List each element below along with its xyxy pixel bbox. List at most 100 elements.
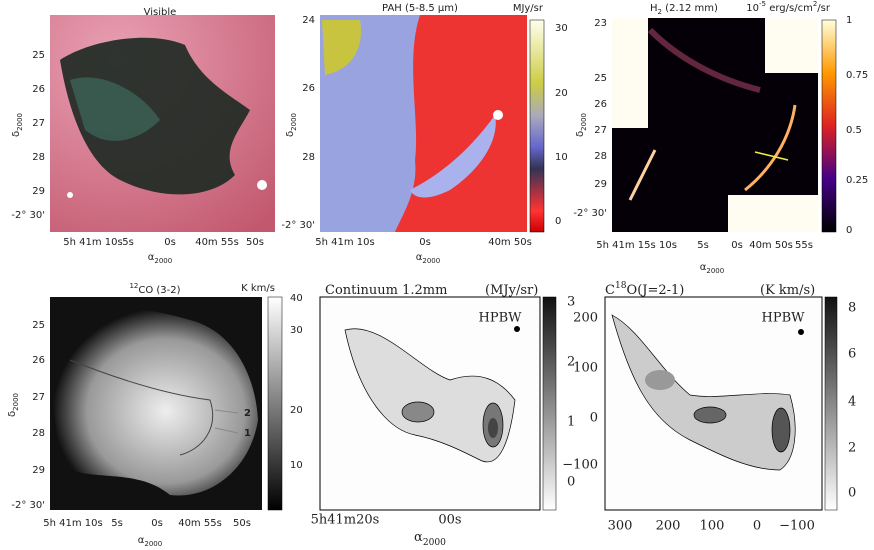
x-label-part: 2000 — [423, 538, 446, 548]
colorbar-tick-label: 0.5 — [846, 125, 862, 136]
y-label: δ2000 — [7, 393, 20, 417]
x-label-part: α — [148, 252, 155, 263]
y-tick-label: 26 — [594, 99, 607, 110]
y-tick-label: 25 — [594, 73, 607, 84]
colorbar-tick-label: 10 — [555, 152, 568, 163]
unit-part: 10 — [746, 3, 759, 14]
colorbar-tick-label: 3 — [567, 295, 575, 310]
y-tick-label: -2° 30' — [11, 210, 45, 221]
y-tick-label: 29 — [594, 179, 607, 190]
y-tick-label: 200 — [573, 311, 598, 326]
x-label: α2000 — [138, 535, 162, 548]
unit-part: /sr — [817, 3, 831, 14]
x-label-part: α — [416, 252, 423, 263]
h2-image — [612, 18, 818, 232]
title-part: H — [650, 3, 658, 14]
colorbar-tick-label: 2 — [848, 441, 856, 456]
colorbar-tick-label: 10 — [290, 460, 303, 471]
x-label: α2000 — [700, 262, 724, 275]
colorbar-tick-label: 40 — [290, 293, 303, 304]
x-tick-label: 00s — [438, 513, 461, 528]
x-tick-label: 50s — [233, 518, 251, 529]
x-tick-label: 5h 41m 10s — [63, 237, 122, 248]
x-tick-label: 0s — [164, 237, 176, 248]
unit-part: -5 — [759, 0, 766, 8]
x-tick-label: 5h 41m 15s — [596, 240, 655, 251]
unit-part: MJy/sr — [513, 3, 544, 14]
x-label-part: 2000 — [422, 257, 440, 265]
unit-part: (MJy/sr) — [485, 283, 538, 298]
title: Continuum 1.2mm — [325, 283, 447, 298]
title: 12CO (3-2) — [129, 282, 180, 296]
x-tick-label: 5h 41m 10s — [315, 237, 374, 248]
x-tick-label: 100 — [700, 519, 725, 534]
x-tick-label: 200 — [656, 519, 681, 534]
x-tick-label: 0s — [151, 518, 163, 529]
y-tick-label: 28 — [302, 152, 315, 163]
x-tick-label: 40m 55s — [195, 237, 239, 248]
x-label-part: 2000 — [144, 540, 162, 548]
title-part: (2.12 mm) — [662, 3, 718, 14]
y-tick-label: 27 — [32, 118, 45, 129]
colorbar-tick-label: 2 — [567, 355, 575, 370]
y-tick-label: 28 — [32, 152, 45, 163]
y-label-part: 2000 — [580, 113, 588, 131]
title-part: CO (3-2) — [138, 285, 180, 296]
colorbar-tick-label: 8 — [848, 301, 856, 316]
title: PAH (5-8.5 µm) — [382, 3, 458, 14]
title-part: Continuum 1.2mm — [325, 283, 447, 298]
y-tick-label: 28 — [594, 151, 607, 162]
title-part: 18 — [615, 281, 627, 291]
colorbar-tick-label: 20 — [555, 88, 568, 99]
y-label-wrap: δ2000 — [7, 393, 20, 417]
x-tick-label: 0 — [753, 519, 761, 534]
title: C18O(J=2-1) — [605, 281, 684, 298]
y-tick-label: 25 — [32, 50, 45, 61]
x-label: α2000 — [414, 530, 446, 548]
colorbar-tick-label: 4 — [848, 395, 856, 410]
panel: C18O(J=2-1) (K km/s) 200 100 0 −100 300 200 100 0… — [562, 281, 856, 534]
title-part: Visible — [144, 7, 177, 18]
unit: K km/s — [241, 283, 275, 294]
unit: (MJy/sr) — [485, 283, 538, 298]
x-tick-label: 55s — [795, 240, 813, 251]
x-label-part: 2000 — [154, 257, 172, 265]
c18o-image — [604, 296, 823, 511]
colorbar-tick-label: 1 — [846, 15, 852, 26]
unit-part: (K km/s) — [760, 283, 815, 298]
colorbar — [824, 296, 838, 511]
y-tick-label: 27 — [32, 392, 45, 403]
x-tick-label: 300 — [608, 519, 633, 534]
colorbar-tick-label: 0 — [848, 486, 856, 501]
co-image — [50, 297, 262, 510]
x-tick-label: 10s — [659, 240, 677, 251]
y-label-part: δ — [575, 131, 586, 137]
y-tick-label: -2° 30' — [281, 220, 315, 231]
y-tick-label: 100 — [573, 361, 598, 376]
title: H2 (2.12 mm) — [650, 3, 718, 16]
x-tick-label: −100 — [779, 519, 815, 534]
y-label: δ2000 — [285, 113, 298, 137]
y-tick-label: 24 — [302, 15, 315, 26]
panel: H2 (2.12 mm) 10-5 erg/s/cm2/sr23252627282… — [573, 0, 868, 275]
panel: Continuum 1.2mm (MJy/sr) 5h41m20s 00s α2000 3… — [311, 283, 576, 548]
y-tick-label: 28 — [32, 428, 45, 439]
y-tick-label: −100 — [562, 458, 598, 473]
y-tick-label: 26 — [302, 83, 315, 94]
beam-label: HPBW — [479, 311, 523, 326]
y-label-part: 2000 — [290, 113, 298, 131]
visible-image — [50, 15, 275, 232]
y-label-wrap: δ2000 — [285, 113, 298, 137]
colorbar-tick-label: 0.75 — [846, 70, 868, 81]
colorbar — [821, 19, 837, 233]
unit: MJy/sr — [513, 3, 544, 14]
colorbar-tick-label: 0.25 — [846, 175, 868, 186]
x-label: α2000 — [416, 252, 440, 265]
x-tick-label: 40m 50s — [488, 237, 532, 248]
y-label-part: δ — [7, 411, 18, 417]
colorbar-tick-label: 0 — [567, 475, 575, 490]
y-label-part: δ — [285, 131, 296, 137]
x-label: α2000 — [148, 252, 172, 265]
